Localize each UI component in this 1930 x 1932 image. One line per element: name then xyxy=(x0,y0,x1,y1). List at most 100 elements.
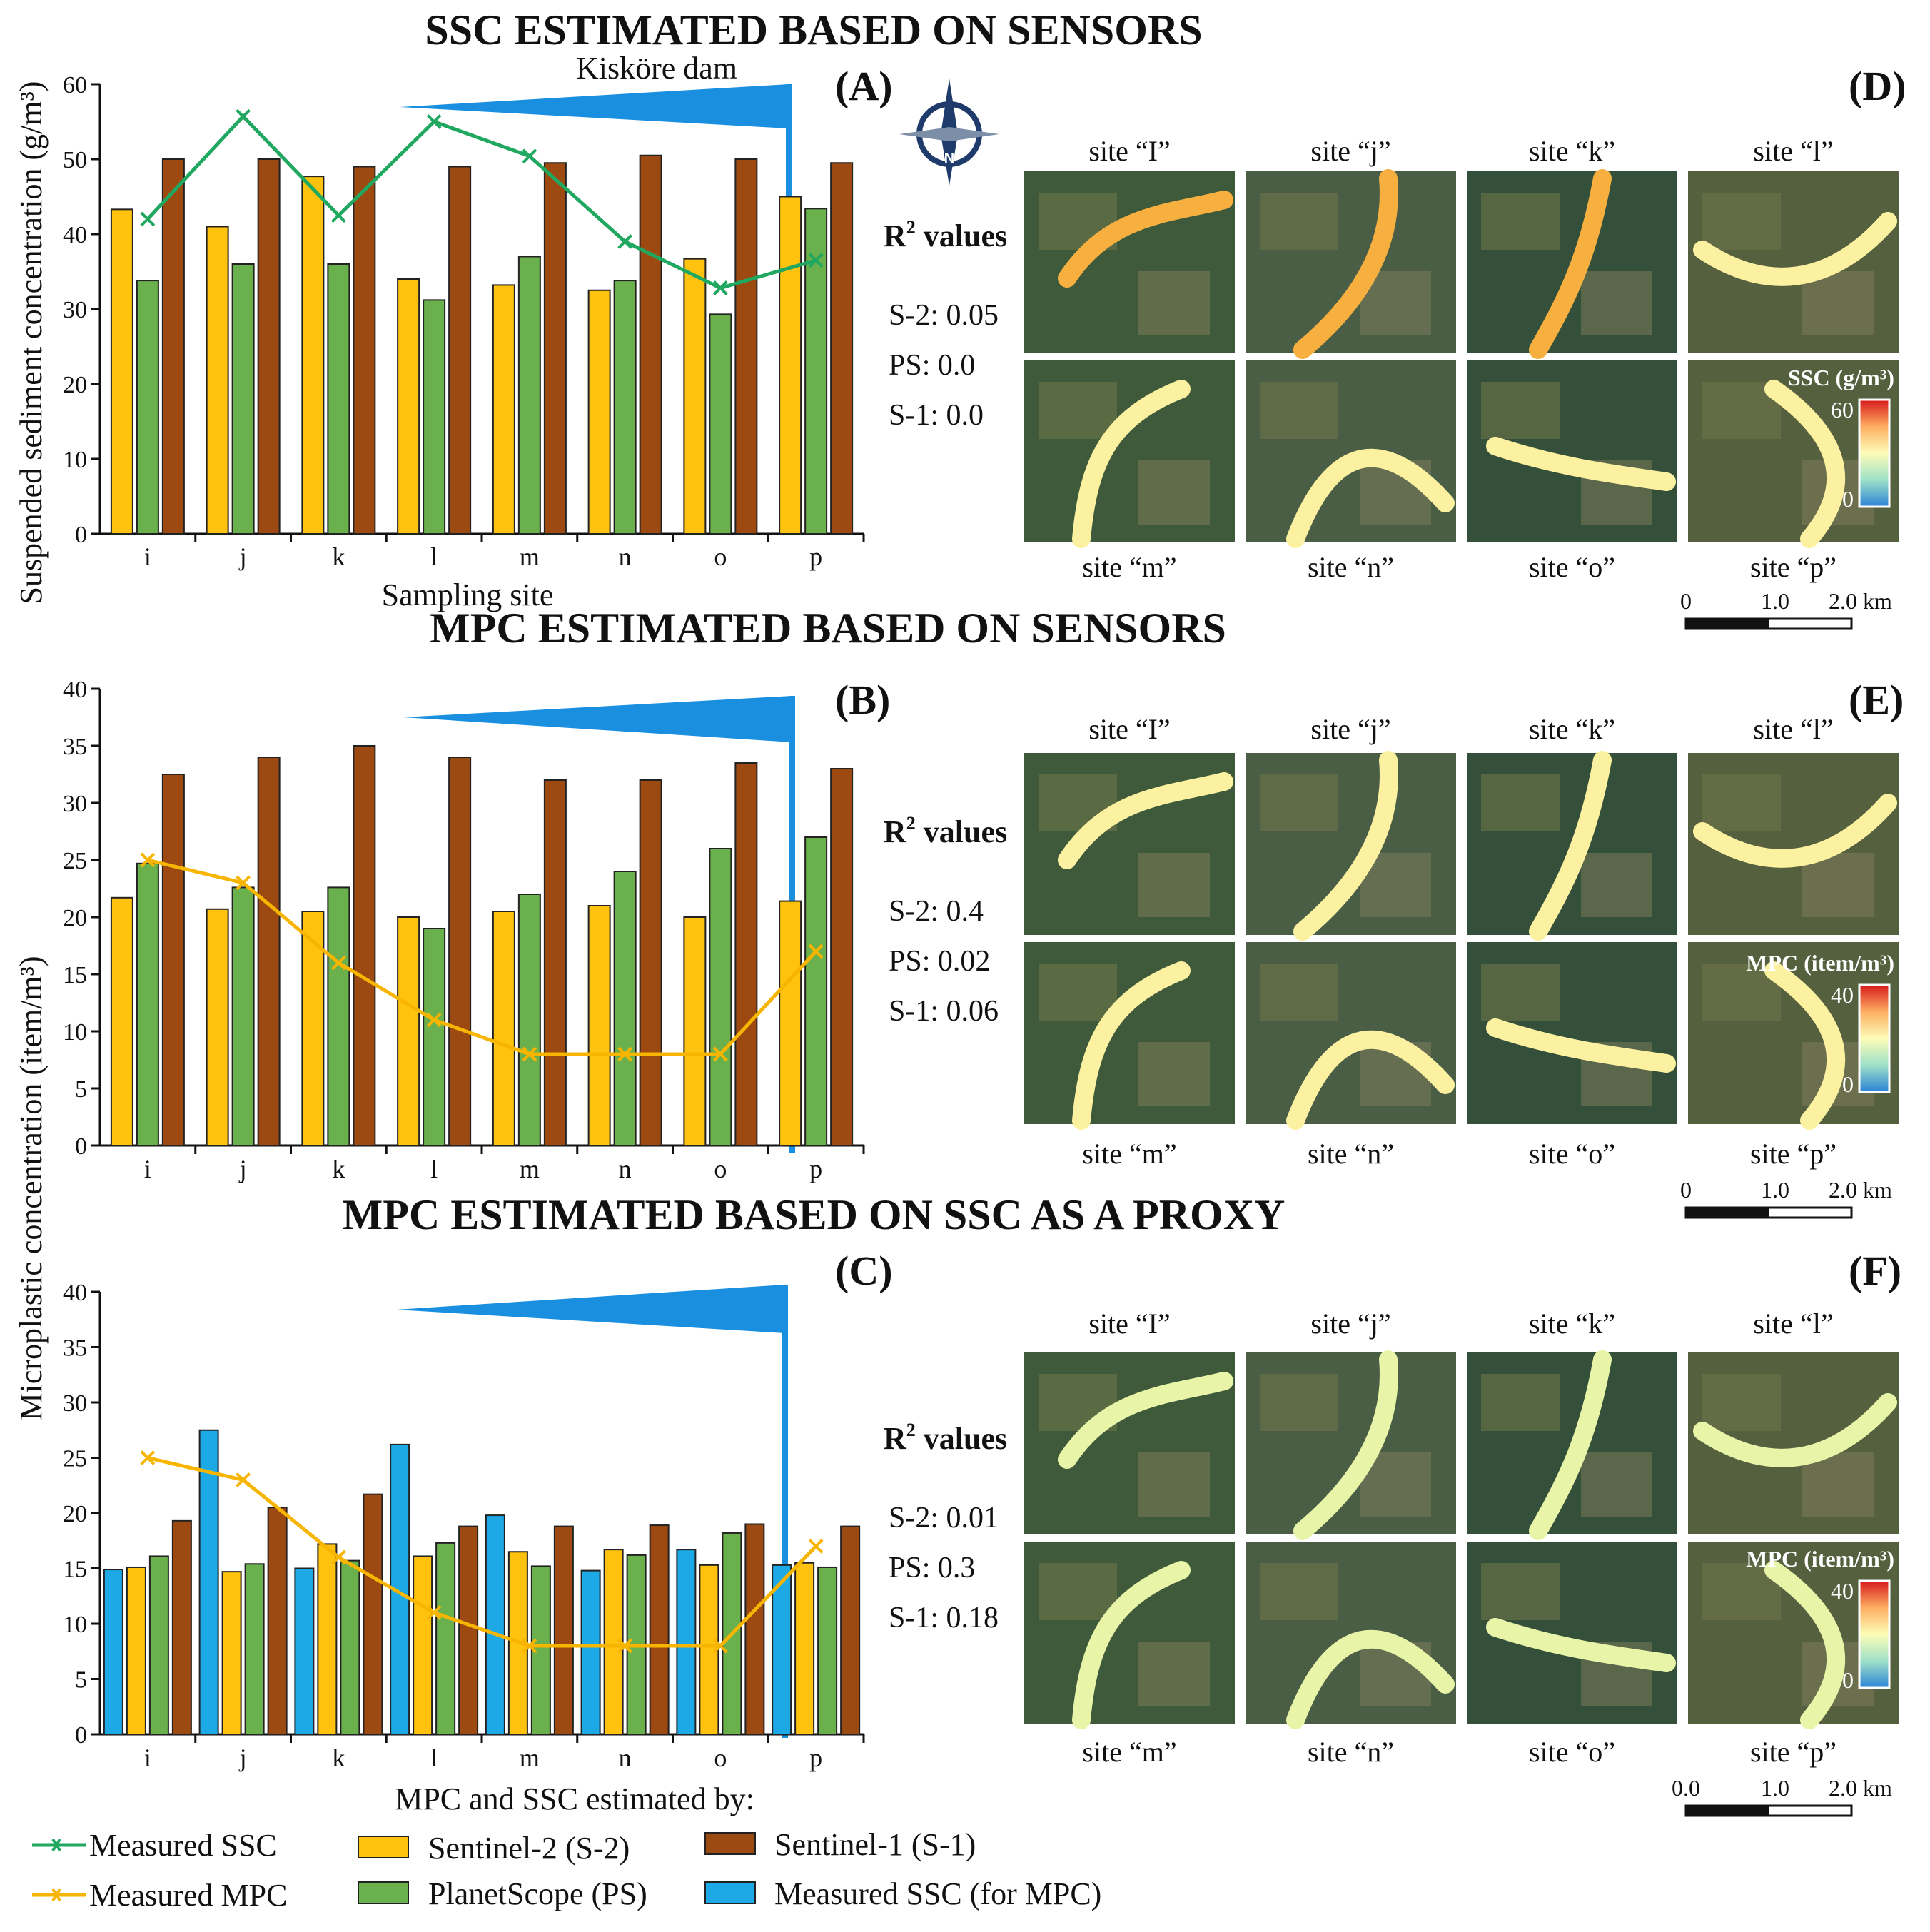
bar xyxy=(397,278,420,535)
field-patch xyxy=(1581,853,1652,917)
bar xyxy=(136,280,159,535)
x-tick-label: o xyxy=(714,542,727,571)
x-tick-label: n xyxy=(619,1744,632,1772)
bar xyxy=(709,848,732,1146)
y-tick-label: 10 xyxy=(63,1612,87,1638)
scale-label: 1.0 xyxy=(1761,588,1789,614)
chart-a: 0 10 20 30 40 50 60 i j k l m n o p xyxy=(63,72,865,571)
bar xyxy=(294,1567,315,1735)
legend-sentinel-1: Sentinel-1 (S-1) xyxy=(704,1827,976,1862)
colorbar-min: 0 xyxy=(1842,1667,1854,1693)
colorbar-title: SSC (g/m³) xyxy=(1788,365,1894,390)
bar xyxy=(517,256,541,535)
bar xyxy=(830,768,854,1146)
site-label: site “l” xyxy=(1753,135,1833,167)
bar xyxy=(171,1519,192,1736)
river-ssc-overlay xyxy=(1486,437,1676,491)
x-tick-label: k xyxy=(332,542,345,571)
bar xyxy=(517,894,541,1146)
svg-text:N: N xyxy=(944,151,954,166)
y-tick-label: 25 xyxy=(63,1446,87,1472)
measured-point xyxy=(426,114,442,129)
bar xyxy=(126,1566,146,1735)
field-patch xyxy=(1039,964,1117,1021)
bar xyxy=(435,1542,456,1736)
legend-planetscope: PlanetScope (PS) xyxy=(358,1876,647,1911)
bar xyxy=(734,762,758,1146)
measured-point xyxy=(712,280,728,296)
site-label: site “k” xyxy=(1529,713,1615,745)
x-tick-label: i xyxy=(144,542,151,571)
site-label: site “k” xyxy=(1529,1308,1615,1340)
header-ssc-sensors: SSC ESTIMATED BASED ON SENSORS xyxy=(425,6,1202,54)
bar xyxy=(413,1555,433,1735)
map-panel-e: site “I” site “j” site “k” site “l” site “m”… xyxy=(884,713,1899,1219)
svg-text:Sentinel-2 (S-2): Sentinel-2 (S-2) xyxy=(428,1831,630,1866)
site-label: site “I” xyxy=(1088,713,1170,745)
field-patch xyxy=(1481,1563,1560,1620)
bar xyxy=(231,886,255,1147)
measured-point xyxy=(522,148,537,164)
y-tick-label: 0 xyxy=(75,1133,87,1160)
bar xyxy=(231,263,255,535)
y-tick-label: 40 xyxy=(63,1280,87,1306)
x-tick-label: j xyxy=(238,1744,247,1772)
site-label: site “l” xyxy=(1753,713,1833,745)
site-label: site “p” xyxy=(1750,1736,1836,1768)
site-label: site “I” xyxy=(1088,135,1170,167)
bar xyxy=(492,284,515,535)
bar xyxy=(301,176,325,535)
site-label: site “j” xyxy=(1310,713,1390,745)
field-patch xyxy=(1260,774,1338,831)
measured-point xyxy=(617,1638,633,1654)
map-panel-d: site “I” site “j” site “k” site “l” site “m”… xyxy=(884,135,1899,630)
measured-point xyxy=(808,944,824,959)
river-ssc-overlay xyxy=(1293,751,1398,941)
field-patch xyxy=(1138,271,1210,335)
measured-point xyxy=(140,852,156,868)
field-patch xyxy=(1260,382,1338,439)
scale-bar-segment xyxy=(1686,619,1769,629)
svg-text:PlanetScope (PS): PlanetScope (PS) xyxy=(428,1876,647,1911)
scale-bar-segment xyxy=(1686,1208,1769,1218)
bar xyxy=(327,886,350,1147)
river-ssc-overlay xyxy=(1058,772,1233,869)
measured-point xyxy=(522,1638,537,1654)
river-ssc-overlay xyxy=(1486,1618,1676,1672)
legend-sentinel-2: Sentinel-2 (S-2) xyxy=(358,1831,630,1866)
river-ssc-overlay xyxy=(1293,169,1398,359)
river-ssc-overlay xyxy=(1693,794,1897,868)
x-tick-label: j xyxy=(238,542,247,571)
y-tick-label: 20 xyxy=(63,905,87,931)
panel-label-b: (B) xyxy=(835,677,890,723)
measured-point xyxy=(236,875,251,891)
measured-point xyxy=(426,1605,442,1620)
bar xyxy=(722,1532,742,1735)
colorbar-min: 0 xyxy=(1842,1071,1854,1097)
river-ssc-overlay xyxy=(1486,1018,1676,1073)
map-panel-f: site “I” site “j” site “k” site “l” site “m”… xyxy=(884,1308,1899,1817)
field-patch xyxy=(1138,1042,1210,1106)
measured-point xyxy=(330,1549,346,1565)
colorbar xyxy=(1858,983,1891,1093)
site-label: site “m” xyxy=(1082,551,1176,583)
x-tick-label: k xyxy=(332,1744,345,1772)
site-label: site “o” xyxy=(1529,551,1615,583)
bar xyxy=(804,208,828,535)
x-tick-label: p xyxy=(809,1155,822,1183)
river-ssc-overlay xyxy=(1058,1372,1233,1469)
measured-line xyxy=(147,1456,817,1648)
measured-point xyxy=(522,1046,537,1062)
measured-point xyxy=(617,1046,633,1062)
colorbar-max: 60 xyxy=(1831,397,1854,423)
y-tick-label: 35 xyxy=(63,1335,87,1362)
measured-point xyxy=(617,234,633,249)
r2-value: S-1: 0.06 xyxy=(889,995,999,1028)
scale-label: 2.0 km xyxy=(1829,1775,1892,1801)
scale-label: 0.0 xyxy=(1672,1775,1700,1801)
y-tick-label: 10 xyxy=(63,447,87,473)
scale-label: 1.0 xyxy=(1761,1177,1789,1203)
y-tick-label: 20 xyxy=(63,372,87,398)
xlabel-a: Sampling site xyxy=(382,577,554,612)
